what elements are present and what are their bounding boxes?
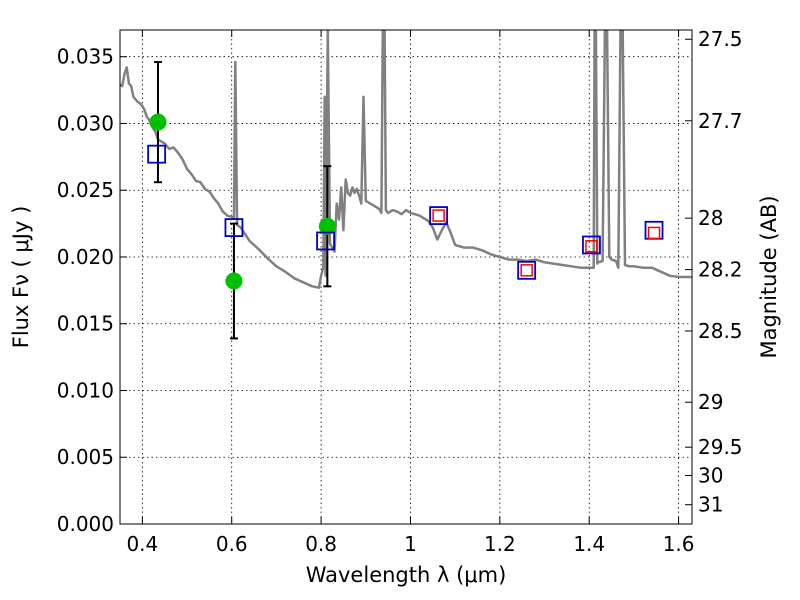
predicted-band-flux-square xyxy=(520,264,533,277)
x-tick-label: 0.8 xyxy=(305,532,337,556)
y2-tick-label: 27.7 xyxy=(698,109,743,133)
y-tick-label: 0.035 xyxy=(57,45,114,69)
x-tick-label: 0.6 xyxy=(216,532,248,556)
x-tick-label: 0.4 xyxy=(126,532,158,556)
series-layer xyxy=(120,30,692,340)
y-tick-label: 0.005 xyxy=(57,445,114,469)
observed-flux-point xyxy=(149,113,167,131)
observed-flux-point xyxy=(318,217,336,235)
plot-frame xyxy=(119,29,693,525)
y-tick-label: 0.030 xyxy=(57,111,114,135)
y2-tick-label: 30 xyxy=(698,464,723,488)
model-band-flux-square xyxy=(517,260,537,280)
model-band-flux-square xyxy=(147,144,167,164)
y2-tick-label: 29.5 xyxy=(698,435,743,459)
y-tick-label: 0.025 xyxy=(57,178,114,202)
x-tick-label: 1.2 xyxy=(484,532,516,556)
y-tick-label: 0.010 xyxy=(57,378,114,402)
y2-tick-label: 28.5 xyxy=(698,319,743,343)
y2-axis-title: Magnitude (AB) xyxy=(757,195,781,358)
model-band-flux-square xyxy=(224,218,244,238)
predicted-band-flux-square xyxy=(585,240,598,253)
y2-tick-label: 28 xyxy=(698,206,723,230)
y-tick-label: 0.020 xyxy=(57,245,114,269)
tick-layer: 0.4 0.6 0.8 1 1.2 1.4 1.6 0.000 0.005 0.010 0.015 0… xyxy=(57,27,743,556)
observed-flux-point xyxy=(225,272,243,290)
y2-tick-label: 29 xyxy=(698,390,723,414)
model-band-flux-square xyxy=(429,206,449,225)
x-tick-label: 1.6 xyxy=(663,532,695,556)
predicted-band-flux-square xyxy=(432,209,445,222)
model-spectrum-line xyxy=(120,30,692,289)
predicted-band-flux-square xyxy=(647,226,661,240)
model-band-flux-square xyxy=(316,231,335,251)
y2-tick-label: 31 xyxy=(698,493,723,517)
x-axis-title: Wavelength λ (μm) xyxy=(306,563,507,587)
y-axis-title: Flux Fν ( μJy ) xyxy=(9,206,33,349)
y2-tick-label: 28.2 xyxy=(698,258,743,282)
y2-tick-label: 27.5 xyxy=(698,27,743,51)
x-tick-label: 1 xyxy=(404,532,417,556)
grid-layer xyxy=(120,30,692,525)
x-tick-label: 1.4 xyxy=(573,532,605,556)
y-tick-label: 0.015 xyxy=(57,312,114,336)
y-tick-label: 0.000 xyxy=(57,512,114,536)
model-band-flux-square xyxy=(582,235,601,255)
series-group xyxy=(120,30,692,340)
